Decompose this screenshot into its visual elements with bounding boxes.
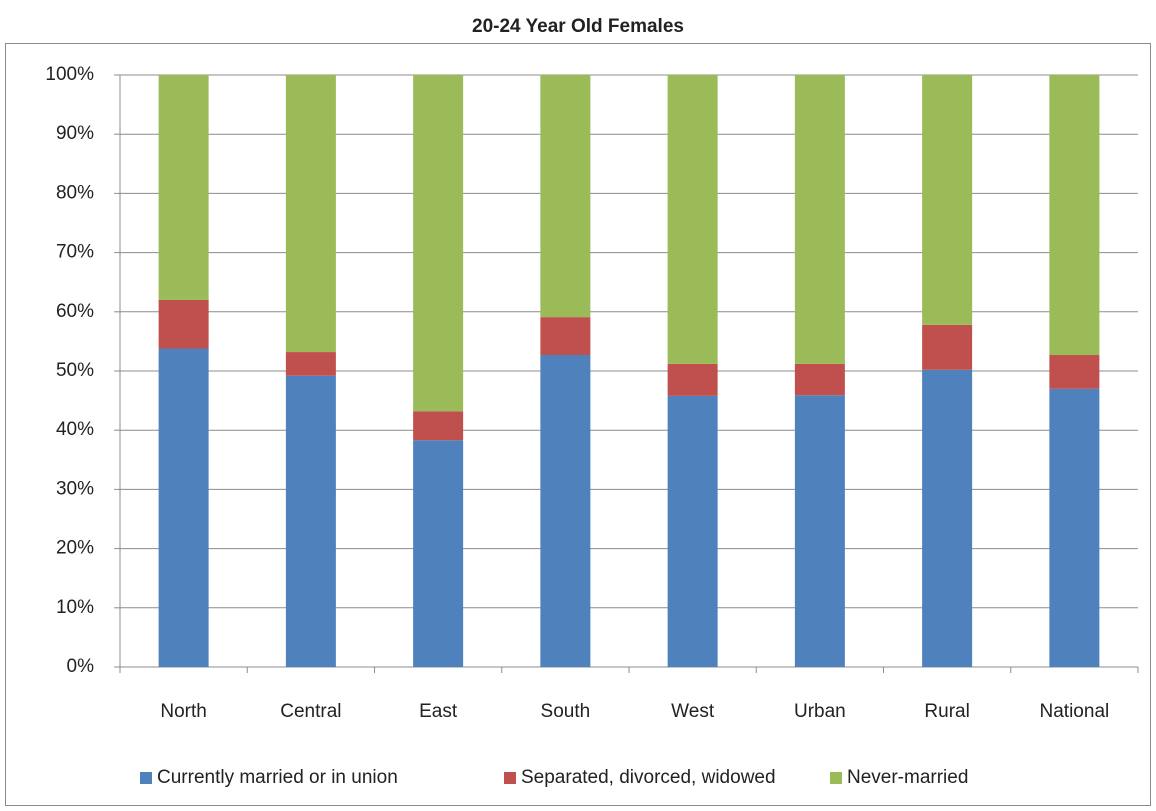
bar-segment: [285, 75, 336, 353]
bar-segment: [158, 75, 209, 300]
bar-segment: [540, 355, 591, 667]
bar-segment: [1049, 355, 1100, 389]
y-tick-label: 0%: [67, 656, 95, 677]
chart-title: 20-24 Year Old Females: [472, 16, 684, 37]
bar-segment: [285, 375, 336, 667]
bar-segment: [158, 299, 209, 349]
legend-swatch: [504, 772, 516, 784]
bar-segment: [413, 75, 464, 412]
bar-segment: [413, 440, 464, 667]
x-tick-label: South: [541, 701, 591, 722]
bar-segment: [667, 75, 718, 364]
y-tick-label: 100%: [45, 64, 94, 85]
legend-label: Currently married or in union: [157, 767, 398, 788]
y-tick-label: 90%: [56, 123, 94, 144]
bar-segment: [794, 363, 845, 396]
x-tick-label: West: [671, 701, 715, 722]
bar-segment: [922, 324, 973, 370]
x-tick-label: Rural: [924, 701, 969, 722]
y-tick-label: 60%: [56, 301, 94, 322]
bar-segment: [1049, 388, 1100, 667]
y-tick-label: 40%: [56, 419, 94, 440]
legend-swatch: [140, 772, 152, 784]
y-tick-label: 50%: [56, 360, 94, 381]
bar-segment: [1049, 75, 1100, 356]
x-tick-label: National: [1040, 701, 1110, 722]
y-tick-label: 70%: [56, 242, 94, 263]
bar-segment: [540, 75, 591, 318]
legend-label: Separated, divorced, widowed: [521, 767, 776, 788]
bar-segment: [667, 395, 718, 667]
y-tick-label: 30%: [56, 478, 94, 499]
legend-label: Never-married: [847, 767, 968, 788]
y-tick-label: 10%: [56, 597, 94, 618]
bar-segment: [667, 363, 718, 396]
bar-segment: [794, 75, 845, 364]
bar-segment: [794, 395, 845, 667]
bar-segment: [922, 369, 973, 667]
legend-swatch: [830, 772, 842, 784]
bar-segment: [922, 75, 973, 325]
chart-border: [5, 43, 1151, 806]
x-tick-label: North: [160, 701, 206, 722]
bar-segment: [540, 317, 591, 356]
bar-segment: [285, 352, 336, 376]
x-tick-label: Urban: [794, 701, 846, 722]
y-tick-label: 80%: [56, 182, 94, 203]
x-tick-label: Central: [280, 701, 341, 722]
x-tick-label: East: [419, 701, 458, 722]
bar-segment: [158, 348, 209, 667]
y-tick-label: 20%: [56, 538, 94, 559]
bar-segment: [413, 411, 464, 441]
